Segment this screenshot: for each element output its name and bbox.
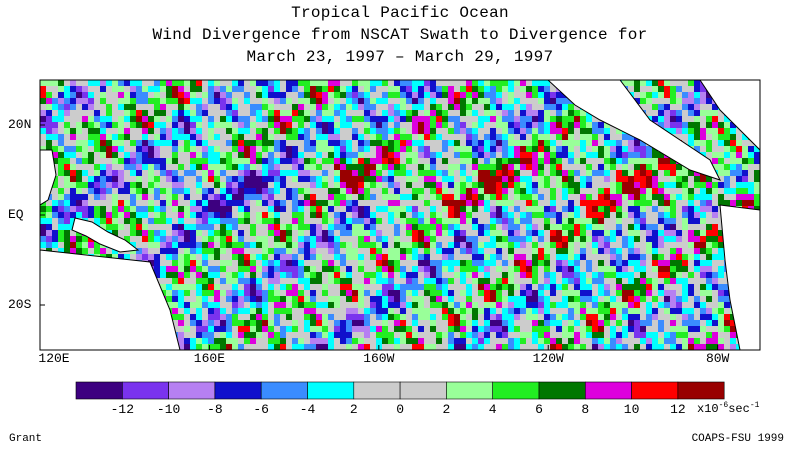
x-tick-label: 120E — [38, 351, 70, 366]
colorbar-tick-label: 2 — [442, 402, 451, 417]
colorbar-swatch — [353, 381, 401, 400]
land-mass — [719, 204, 760, 350]
author-credit: Grant — [9, 433, 43, 445]
x-tick-label: 120W — [532, 351, 564, 366]
colorbar-swatch — [214, 381, 262, 400]
colorbar-tick-label: 10 — [623, 402, 640, 417]
colorbar-tick-label: -6 — [253, 402, 269, 417]
colorbar-tick-label: 8 — [581, 402, 590, 417]
colorbar-tick-label: -8 — [207, 402, 223, 417]
colorbar-units: x10-6sec-1 — [697, 401, 760, 416]
colorbar-tick-label: -10 — [156, 402, 181, 417]
colorbar-swatch — [260, 381, 308, 400]
y-tick-label: EQ — [8, 207, 24, 222]
x-tick-label: 160W — [363, 351, 395, 366]
colorbar-swatch — [446, 381, 493, 400]
colorbar-swatch — [538, 381, 586, 400]
colorbar-tick-label: -12 — [110, 402, 134, 417]
land-mass — [547, 80, 721, 181]
colorbar-tick-label: 0 — [396, 402, 404, 417]
colorbar-tick-label: 2 — [349, 402, 358, 417]
land-mass — [40, 249, 181, 350]
x-tick-label: 80W — [705, 351, 730, 366]
colorbar-swatch — [584, 381, 632, 400]
colorbar-tick-label: 6 — [535, 402, 543, 417]
y-tick-label: 20S — [8, 297, 32, 312]
colorbar-swatch — [168, 381, 216, 400]
land-mass — [699, 80, 760, 151]
land-mass — [71, 217, 140, 253]
colorbar-swatch — [677, 381, 725, 400]
colorbar-swatch — [399, 381, 447, 400]
x-tick-label: 160E — [193, 351, 226, 366]
colorbar-tick-label: 4 — [488, 402, 497, 417]
colorbar-swatch — [631, 381, 679, 400]
colorbar-swatch — [492, 381, 540, 400]
colorbar-swatch — [307, 381, 355, 400]
y-tick-label: 20N — [8, 117, 32, 132]
map-title: Tropical Pacific Ocean — [291, 4, 509, 22]
colorbar-tick-label: -4 — [299, 402, 316, 417]
colorbar-swatch — [75, 381, 123, 400]
institution-credit: COAPS-FSU 1999 — [691, 433, 784, 445]
land-mass — [40, 149, 57, 206]
colorbar-tick-label: 12 — [670, 402, 686, 417]
map-subtitle: Wind Divergence from NSCAT Swath to Dive… — [152, 26, 648, 44]
map-date-range: March 23, 1997 – March 29, 1997 — [246, 48, 554, 66]
colorbar-swatch — [122, 381, 169, 400]
